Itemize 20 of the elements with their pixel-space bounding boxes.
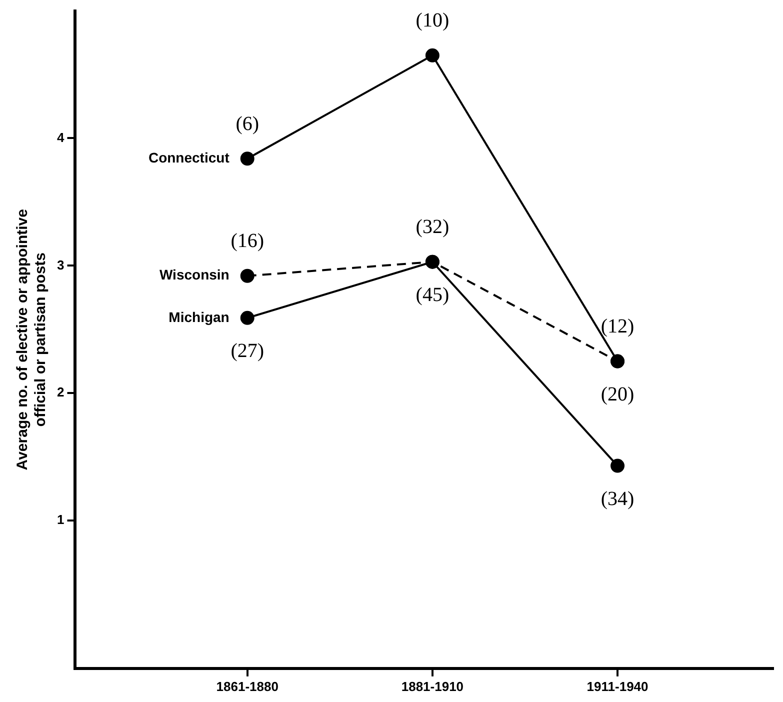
annotation: (10): [416, 10, 450, 32]
y-tick-label: 4: [56, 130, 65, 145]
x-tick-label: 1881-1910: [401, 678, 464, 694]
series-label: Wisconsin: [159, 266, 230, 283]
x-tick-label: 1911-1940: [586, 678, 648, 694]
annotation: (16): [230, 230, 264, 252]
annotation: (32): [416, 216, 450, 238]
y-tick-label: 3: [56, 257, 64, 272]
annotation: (12): [600, 316, 634, 338]
series-label: Michigan: [168, 308, 230, 325]
y-axis-title: Average no. of elective or appointive official or partisan posts: [14, 209, 50, 470]
y-tick-label: 2: [56, 384, 64, 400]
annotation: (27): [230, 340, 264, 362]
annotation: (20): [600, 384, 634, 406]
annotation: (6): [236, 112, 260, 135]
x-tick-label: 1861-1880: [216, 678, 278, 694]
annotation: (34): [600, 488, 634, 510]
y-tick-label: 1: [56, 512, 64, 528]
series-label: Connecticut: [148, 149, 230, 166]
annotation: (45): [416, 284, 450, 306]
